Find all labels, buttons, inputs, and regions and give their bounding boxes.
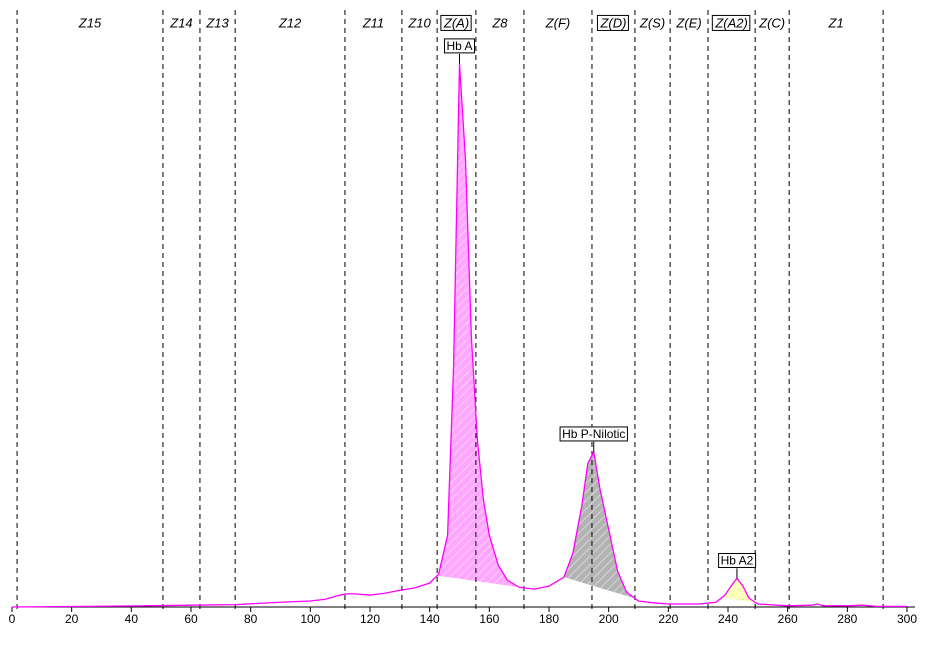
zone-label: Z14 [169,15,192,30]
zone-label: Z(F) [545,15,571,30]
peak-hatch [722,578,756,603]
zone-label: Z(S) [639,15,665,30]
zone-label: Z11 [362,15,384,30]
x-tick-label: 240 [718,612,738,626]
zone-label: Z12 [278,15,302,30]
x-tick-label: 300 [897,612,917,626]
x-tick-label: 140 [420,612,440,626]
x-tick-label: 160 [479,612,499,626]
x-tick-label: 280 [837,612,857,626]
x-tick-label: 260 [778,612,798,626]
peak-label-box [443,38,476,54]
zone-label: Z(C) [758,15,785,30]
x-tick-label: 0 [9,612,16,626]
trace [11,63,907,608]
zone-box [596,14,629,31]
zone-label: Z1 [828,15,844,30]
x-tick-label: 220 [658,612,678,626]
zone-label: Z(E) [675,15,701,30]
zone-box [711,14,751,31]
x-tick-label: 200 [599,612,619,626]
zone-label: Z15 [78,15,102,30]
peak-hatch [563,451,635,599]
peak-label-box [559,426,628,442]
peak-label-box [718,553,757,569]
peak-label: Hb A [446,39,472,53]
x-tick-label: 60 [184,612,198,626]
x-tick-label: 80 [244,612,258,626]
x-tick-label: 40 [125,612,139,626]
zone-label: Z10 [407,15,431,30]
zone-label: Z(A2) [714,15,748,30]
zone-label: Z13 [205,15,229,30]
zone-label: Z(D) [599,15,626,30]
x-tick-label: 20 [65,612,79,626]
peak-hatch [437,63,524,588]
zone-box [440,14,472,31]
zone-label: Z(A) [443,15,469,30]
x-tick-label: 100 [300,612,320,626]
x-tick-label: 180 [539,612,559,626]
peak-label: Hb A2 [721,554,754,568]
peak-label: Hb P-Nilotic [562,427,625,441]
zone-label: Z8 [491,15,508,30]
x-tick-label: 120 [360,612,380,626]
